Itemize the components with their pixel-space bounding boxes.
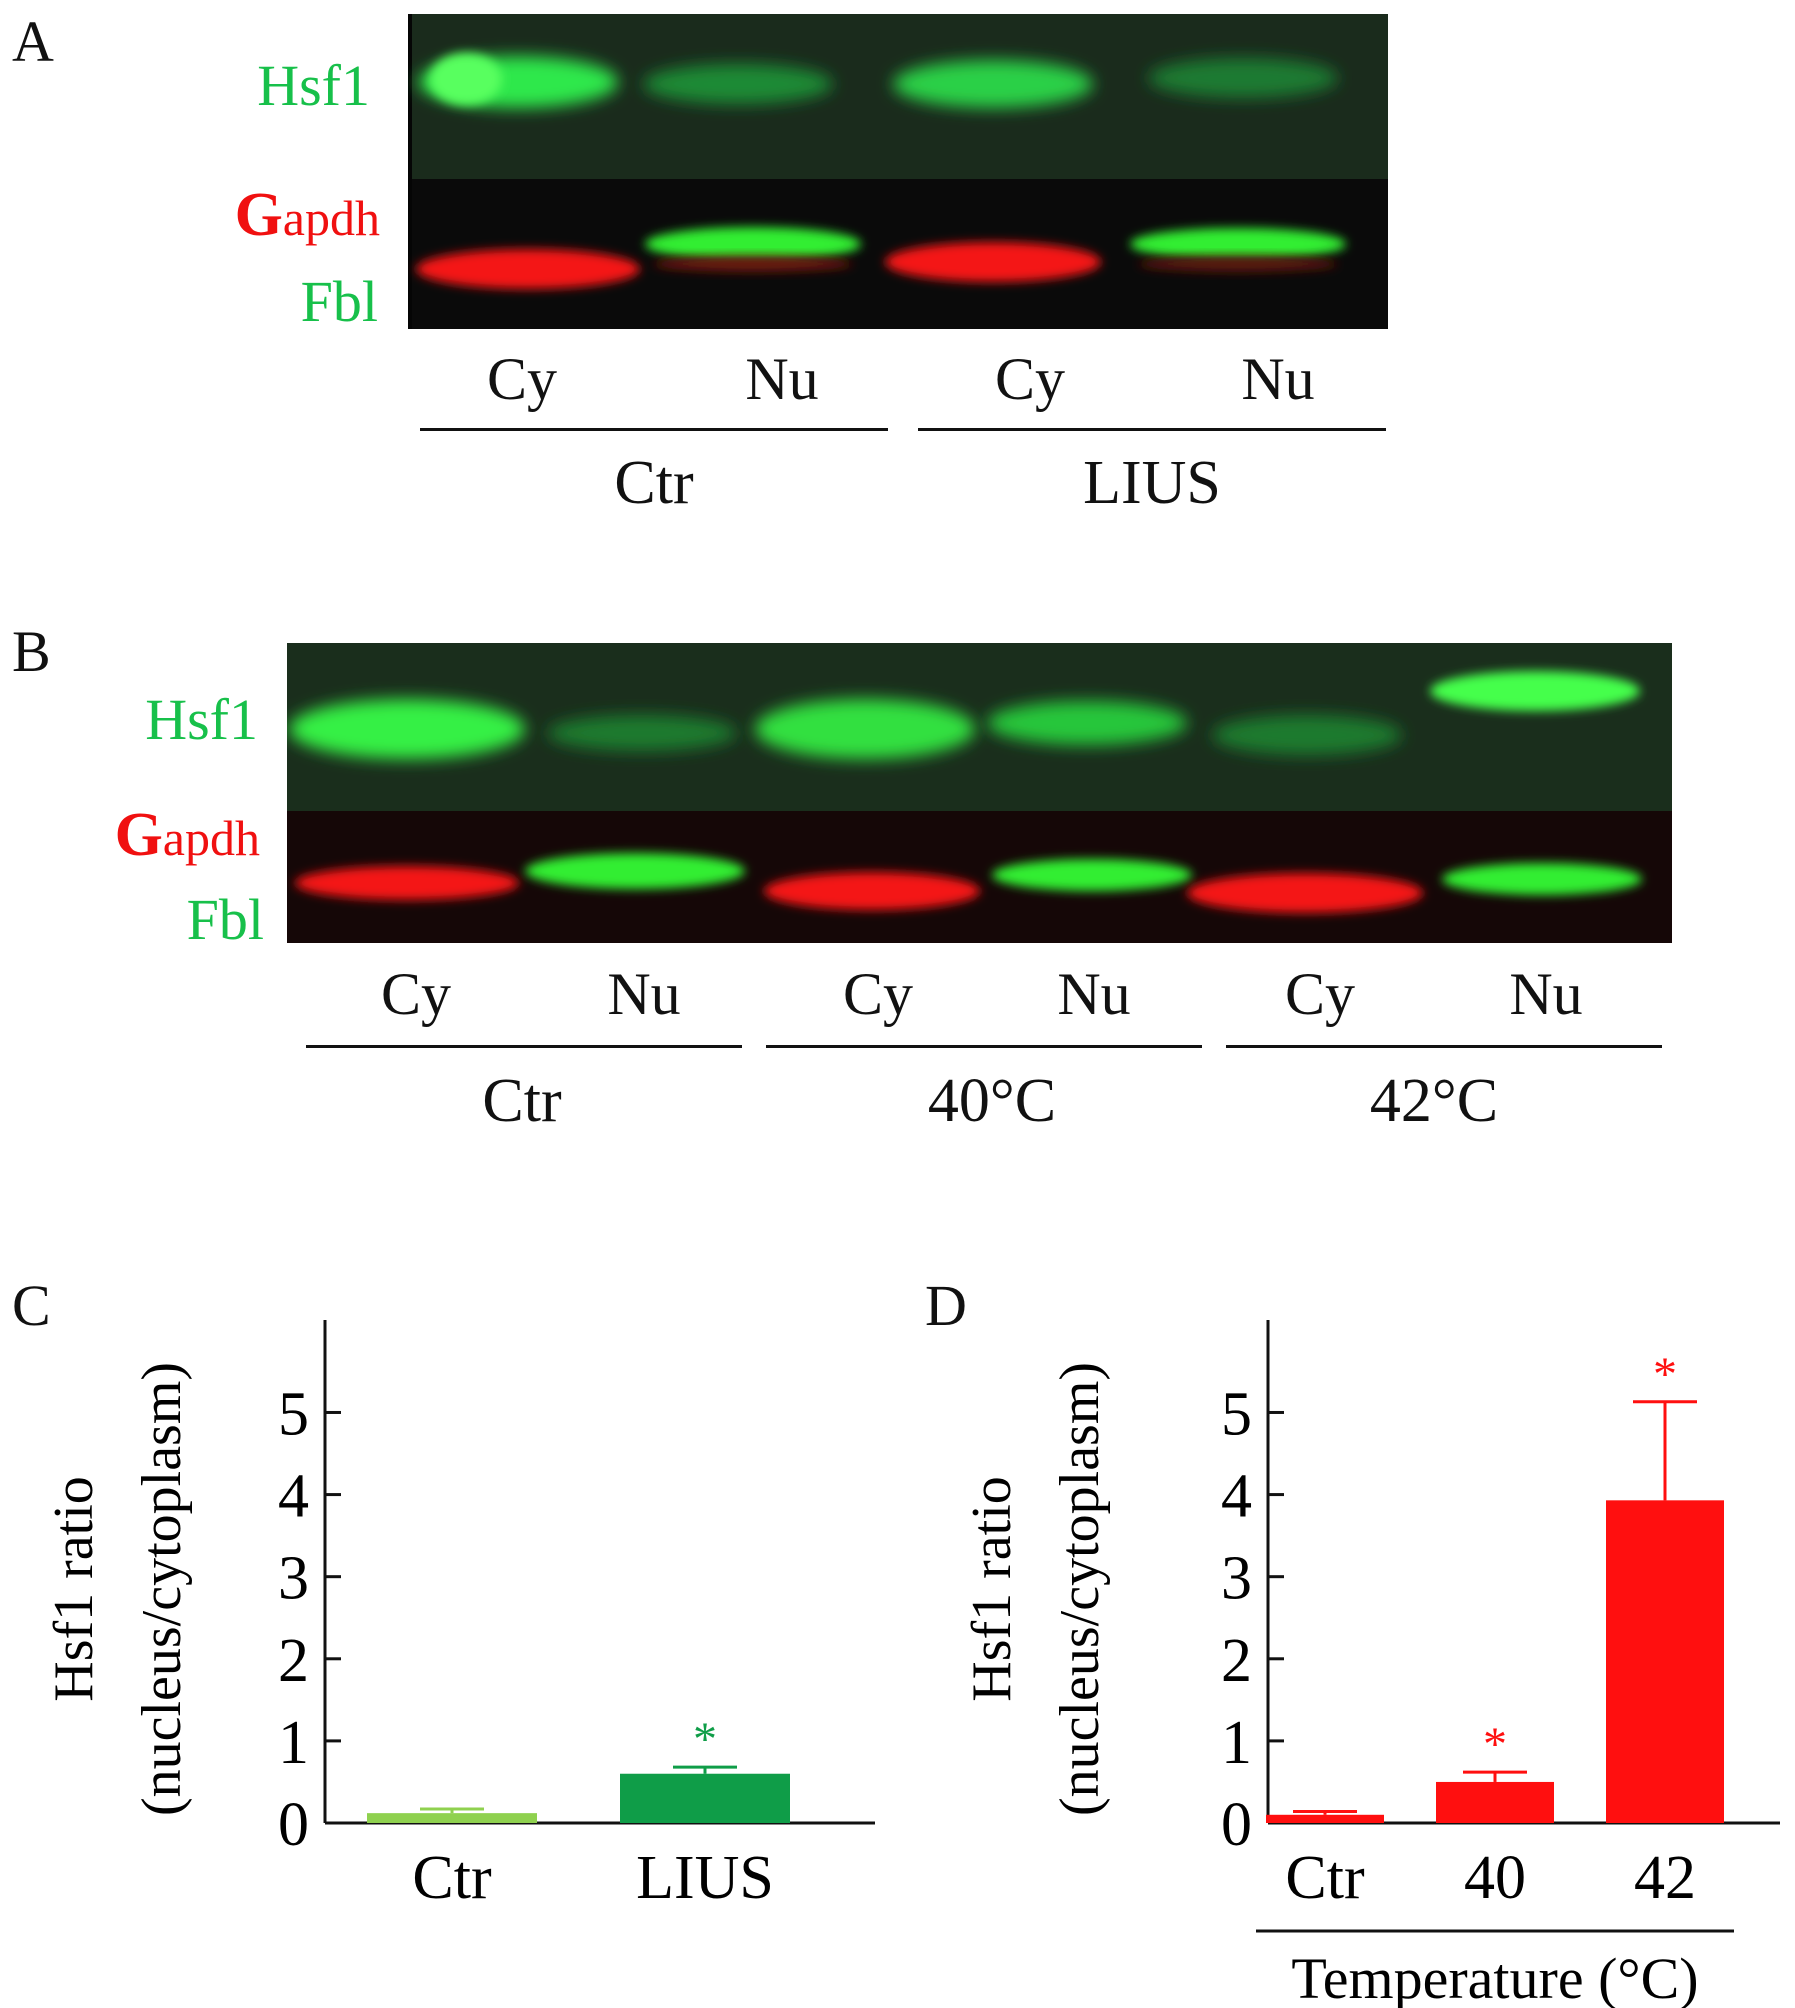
group-label-b-1: Ctr (482, 1067, 562, 1135)
band-hsf1-b-2 (547, 715, 737, 751)
bar-ctr (367, 1813, 537, 1823)
band-hsf1-a-2 (643, 64, 833, 104)
y-axis-label: Hsf1 ratio (43, 1476, 105, 1702)
significance-star-1: * (1483, 1718, 1507, 1771)
band-hsf1-b-4 (987, 701, 1187, 745)
y-axis-label-sub: (nucleus/cytoplasm) (1049, 1362, 1111, 1816)
lane-label-b-3: Cy (842, 961, 914, 1027)
band-gapdh-a-4-faint (1138, 256, 1338, 272)
x-axis-title: Temperature (°C) (1291, 1946, 1698, 2008)
group-underline-b-3 (1226, 1045, 1662, 1048)
significance-star-2: * (1653, 1348, 1677, 1401)
panel-letter-c: C (12, 1273, 51, 1338)
group-label-a-2: LIUS (1083, 449, 1221, 517)
band-fbl-b-4 (992, 859, 1192, 891)
lane-label-a-2: Nu (745, 346, 819, 412)
lane-label-b-5: Cy (1284, 961, 1356, 1027)
x-tick-label-0: Ctr (412, 1844, 492, 1912)
label-gapdh-cap-b: G (114, 801, 163, 869)
y-tick-label-2: 2 (1221, 1627, 1252, 1695)
y-tick-label-0: 0 (1221, 1791, 1252, 1859)
x-tick-label-1: 40 (1464, 1844, 1526, 1912)
band-hsf1-b-6 (1430, 671, 1640, 711)
chart-d: Hsf1 ratio (nucleus/cytoplasm) 0 1 2 3 4 5 Ctr * 4… (961, 1320, 1780, 2008)
bar-ctr (1266, 1814, 1384, 1823)
band-gapdh-b-3 (764, 872, 980, 910)
group-label-b-2: 40°C (927, 1067, 1057, 1135)
bar-40 (1436, 1781, 1554, 1823)
lane-label-b-1: Cy (380, 961, 452, 1027)
chart-c: Hsf1 ratio (nucleus/cytoplasm) 0 1 2 3 4 5 Ctr * L… (43, 1320, 875, 1912)
y-tick-label-4: 4 (278, 1463, 309, 1531)
group-underline-a-2 (918, 428, 1386, 431)
lane-label-a-4: Nu (1241, 346, 1315, 412)
group-label-b-3: 42°C (1369, 1067, 1499, 1135)
band-gapdh-a-1 (416, 249, 640, 289)
band-hsf1-b-3 (755, 699, 975, 759)
band-gapdh-a-2-faint (653, 256, 853, 272)
y-tick-label-3: 3 (278, 1545, 309, 1613)
label-gapdh-a: Gapdh (160, 180, 380, 251)
x-tick-label-2: 42 (1634, 1844, 1696, 1912)
x-tick-label-0: Ctr (1285, 1844, 1365, 1912)
blot-image-b (287, 643, 1672, 943)
band-fbl-b-6 (1442, 863, 1642, 895)
blot-svg-a (408, 14, 1388, 329)
y-tick-label-4: 4 (1221, 1463, 1252, 1531)
bar-42 (1606, 1500, 1724, 1823)
label-hsf1-a: Hsf1 (257, 53, 370, 118)
lane-label-a-3: Cy (994, 346, 1066, 412)
panel-letter-d: D (925, 1273, 967, 1338)
y-tick-label-1: 1 (1221, 1709, 1252, 1777)
panel-letter-a: A (12, 9, 54, 74)
label-gapdh-rest: apdh (282, 190, 380, 246)
lane-label-b-6: Nu (1509, 961, 1583, 1027)
blot-svg-b (287, 643, 1672, 943)
y-tick-label-5: 5 (1221, 1380, 1252, 1448)
group-underline-b-1 (306, 1045, 742, 1048)
y-tick-label-2: 2 (278, 1627, 309, 1695)
band-gapdh-b-1 (295, 866, 519, 900)
label-hsf1-b: Hsf1 (145, 687, 258, 752)
label-fbl-b: Fbl (186, 887, 264, 952)
band-hsf1-a-3 (893, 60, 1093, 108)
panel-letter-b: B (12, 619, 51, 684)
band-fbl-a-2 (645, 227, 861, 261)
label-fbl-a: Fbl (300, 269, 378, 334)
y-tick-label-1: 1 (278, 1709, 309, 1777)
group-label-a-1: Ctr (614, 449, 694, 517)
lane-label-b-2: Nu (607, 961, 681, 1027)
band-hsf1-a-4 (1148, 58, 1338, 98)
y-tick-label-3: 3 (1221, 1545, 1252, 1613)
blot-image-a (408, 14, 1388, 329)
band-gapdh-b-5 (1187, 873, 1423, 913)
band-hsf1-b-1 (289, 699, 525, 759)
x-tick-label-1: LIUS (636, 1844, 774, 1912)
y-tick-label-0: 0 (278, 1791, 309, 1859)
y-axis-label: Hsf1 ratio (961, 1476, 1023, 1702)
group-underline-b-2 (766, 1045, 1202, 1048)
band-gapdh-a-3 (885, 242, 1101, 282)
band-fbl-b-2 (525, 853, 745, 889)
label-gapdh-rest-b: apdh (162, 810, 260, 866)
band-fbl-a-4 (1130, 228, 1346, 260)
band-hsf1-b-5 (1212, 715, 1402, 755)
lane-label-a-1: Cy (486, 346, 558, 412)
significance-star-1: * (693, 1713, 717, 1766)
label-gapdh-b: Gapdh (40, 800, 260, 871)
lane-label-b-4: Nu (1057, 961, 1131, 1027)
bar-lius (620, 1773, 790, 1823)
band-hsf1-a-1-core (430, 53, 502, 105)
group-underline-a-1 (420, 428, 888, 431)
y-axis-label-sub: (nucleus/cytoplasm) (131, 1362, 193, 1816)
label-gapdh-cap: G (234, 181, 283, 249)
y-tick-label-5: 5 (278, 1380, 309, 1448)
